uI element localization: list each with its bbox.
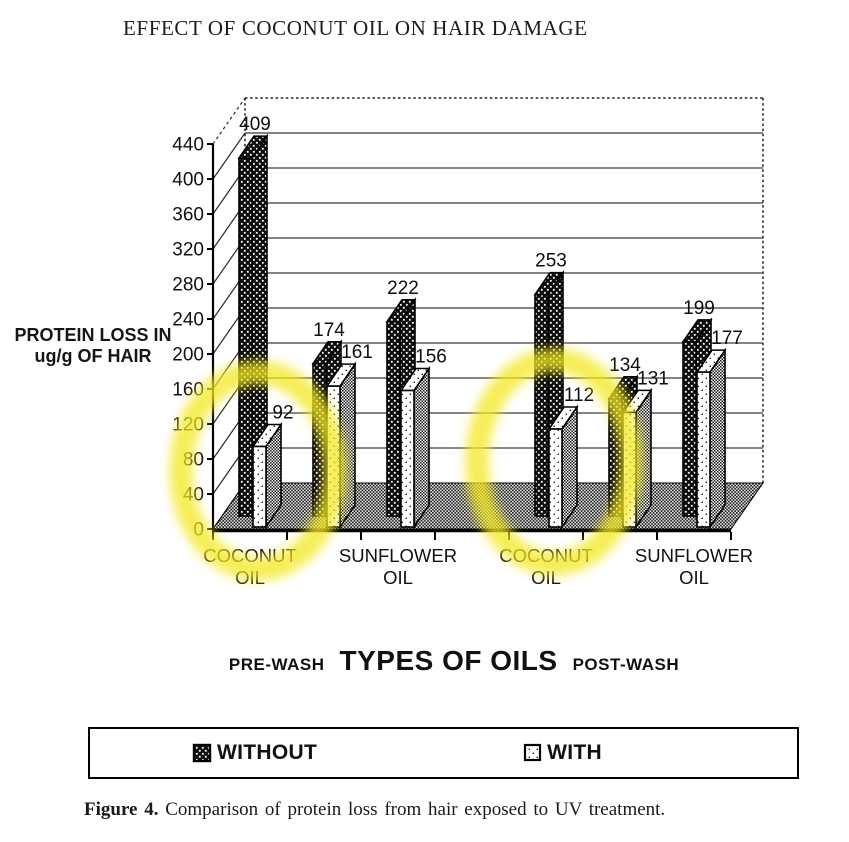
y-tick-label: 280 bbox=[172, 275, 204, 296]
bar-value-label: 177 bbox=[711, 328, 743, 349]
category-label: OIL bbox=[383, 567, 413, 588]
y-axis-title-line2: ug/g OF HAIR bbox=[34, 346, 152, 366]
highlight-ring-core bbox=[472, 355, 636, 569]
y-tick-label: 360 bbox=[172, 205, 204, 226]
figure-caption-label: Figure 4. bbox=[84, 799, 159, 820]
bar-with-side bbox=[413, 365, 430, 530]
y-tick-label: 200 bbox=[172, 345, 204, 366]
y-tick-label: 240 bbox=[172, 310, 204, 331]
legend-item-with: WITH bbox=[523, 741, 602, 765]
figure-caption-text: Comparison of protein loss from hair exp… bbox=[165, 799, 666, 820]
legend-item-without: WITHOUT bbox=[192, 741, 317, 765]
bar-without-front bbox=[534, 293, 549, 517]
bar-value-label: 174 bbox=[313, 320, 345, 341]
bar-value-label: 131 bbox=[637, 368, 669, 389]
category-label: SUNFLOWER bbox=[635, 545, 753, 566]
bar-value-label: 92 bbox=[272, 403, 293, 424]
bar-with-side bbox=[709, 347, 726, 530]
bar-without-front bbox=[238, 157, 253, 517]
y-axis-title-line1: PROTEIN LOSS IN bbox=[14, 325, 172, 345]
y-tick-label: 440 bbox=[172, 135, 204, 156]
bar-value-label: 134 bbox=[609, 355, 641, 376]
bar-without-front bbox=[682, 341, 697, 517]
chart-title: EFFECT OF COCONUT OIL ON HAIR DAMAGE bbox=[123, 16, 588, 40]
bar-value-label: 161 bbox=[341, 342, 373, 363]
bar-value-label: 112 bbox=[564, 385, 594, 406]
x-axis-title: TYPES OF OILS bbox=[339, 645, 558, 676]
x-section-label-postwash: POST-WASH bbox=[572, 655, 680, 674]
legend-label-with: WITH bbox=[547, 741, 602, 764]
y-tick-label: 400 bbox=[172, 170, 204, 191]
bar-without-front bbox=[386, 320, 401, 517]
bar-value-label: 222 bbox=[387, 278, 419, 299]
highlight-ring-core bbox=[176, 367, 340, 574]
side-wall-diagonal bbox=[212, 132, 246, 180]
bar-with-front bbox=[252, 445, 267, 528]
category-label: OIL bbox=[679, 567, 709, 588]
y-axis-title: PROTEIN LOSS IN ug/g OF HAIR bbox=[13, 325, 173, 367]
bar-value-label: 156 bbox=[415, 347, 447, 368]
bar-with-front bbox=[548, 428, 563, 528]
y-tick-label: 320 bbox=[172, 240, 204, 261]
legend-swatch-without-icon bbox=[192, 743, 212, 762]
bar-with-front bbox=[696, 371, 711, 528]
figure-caption: Figure 4. Comparison of protein loss fro… bbox=[84, 799, 665, 821]
bar-value-label: 409 bbox=[239, 114, 271, 135]
legend: WITHOUT WITH bbox=[88, 727, 799, 779]
legend-label-without: WITHOUT bbox=[217, 741, 318, 764]
legend-swatch-with-icon bbox=[523, 743, 542, 762]
bar-value-label: 199 bbox=[683, 298, 715, 319]
category-label: SUNFLOWER bbox=[339, 545, 457, 566]
bar-value-label: 253 bbox=[535, 251, 567, 272]
x-axis-title-row: PRE-WASH TYPES OF OILS POST-WASH bbox=[0, 645, 849, 677]
x-section-label-prewash: PRE-WASH bbox=[228, 655, 325, 674]
bar-with-front bbox=[400, 389, 415, 528]
